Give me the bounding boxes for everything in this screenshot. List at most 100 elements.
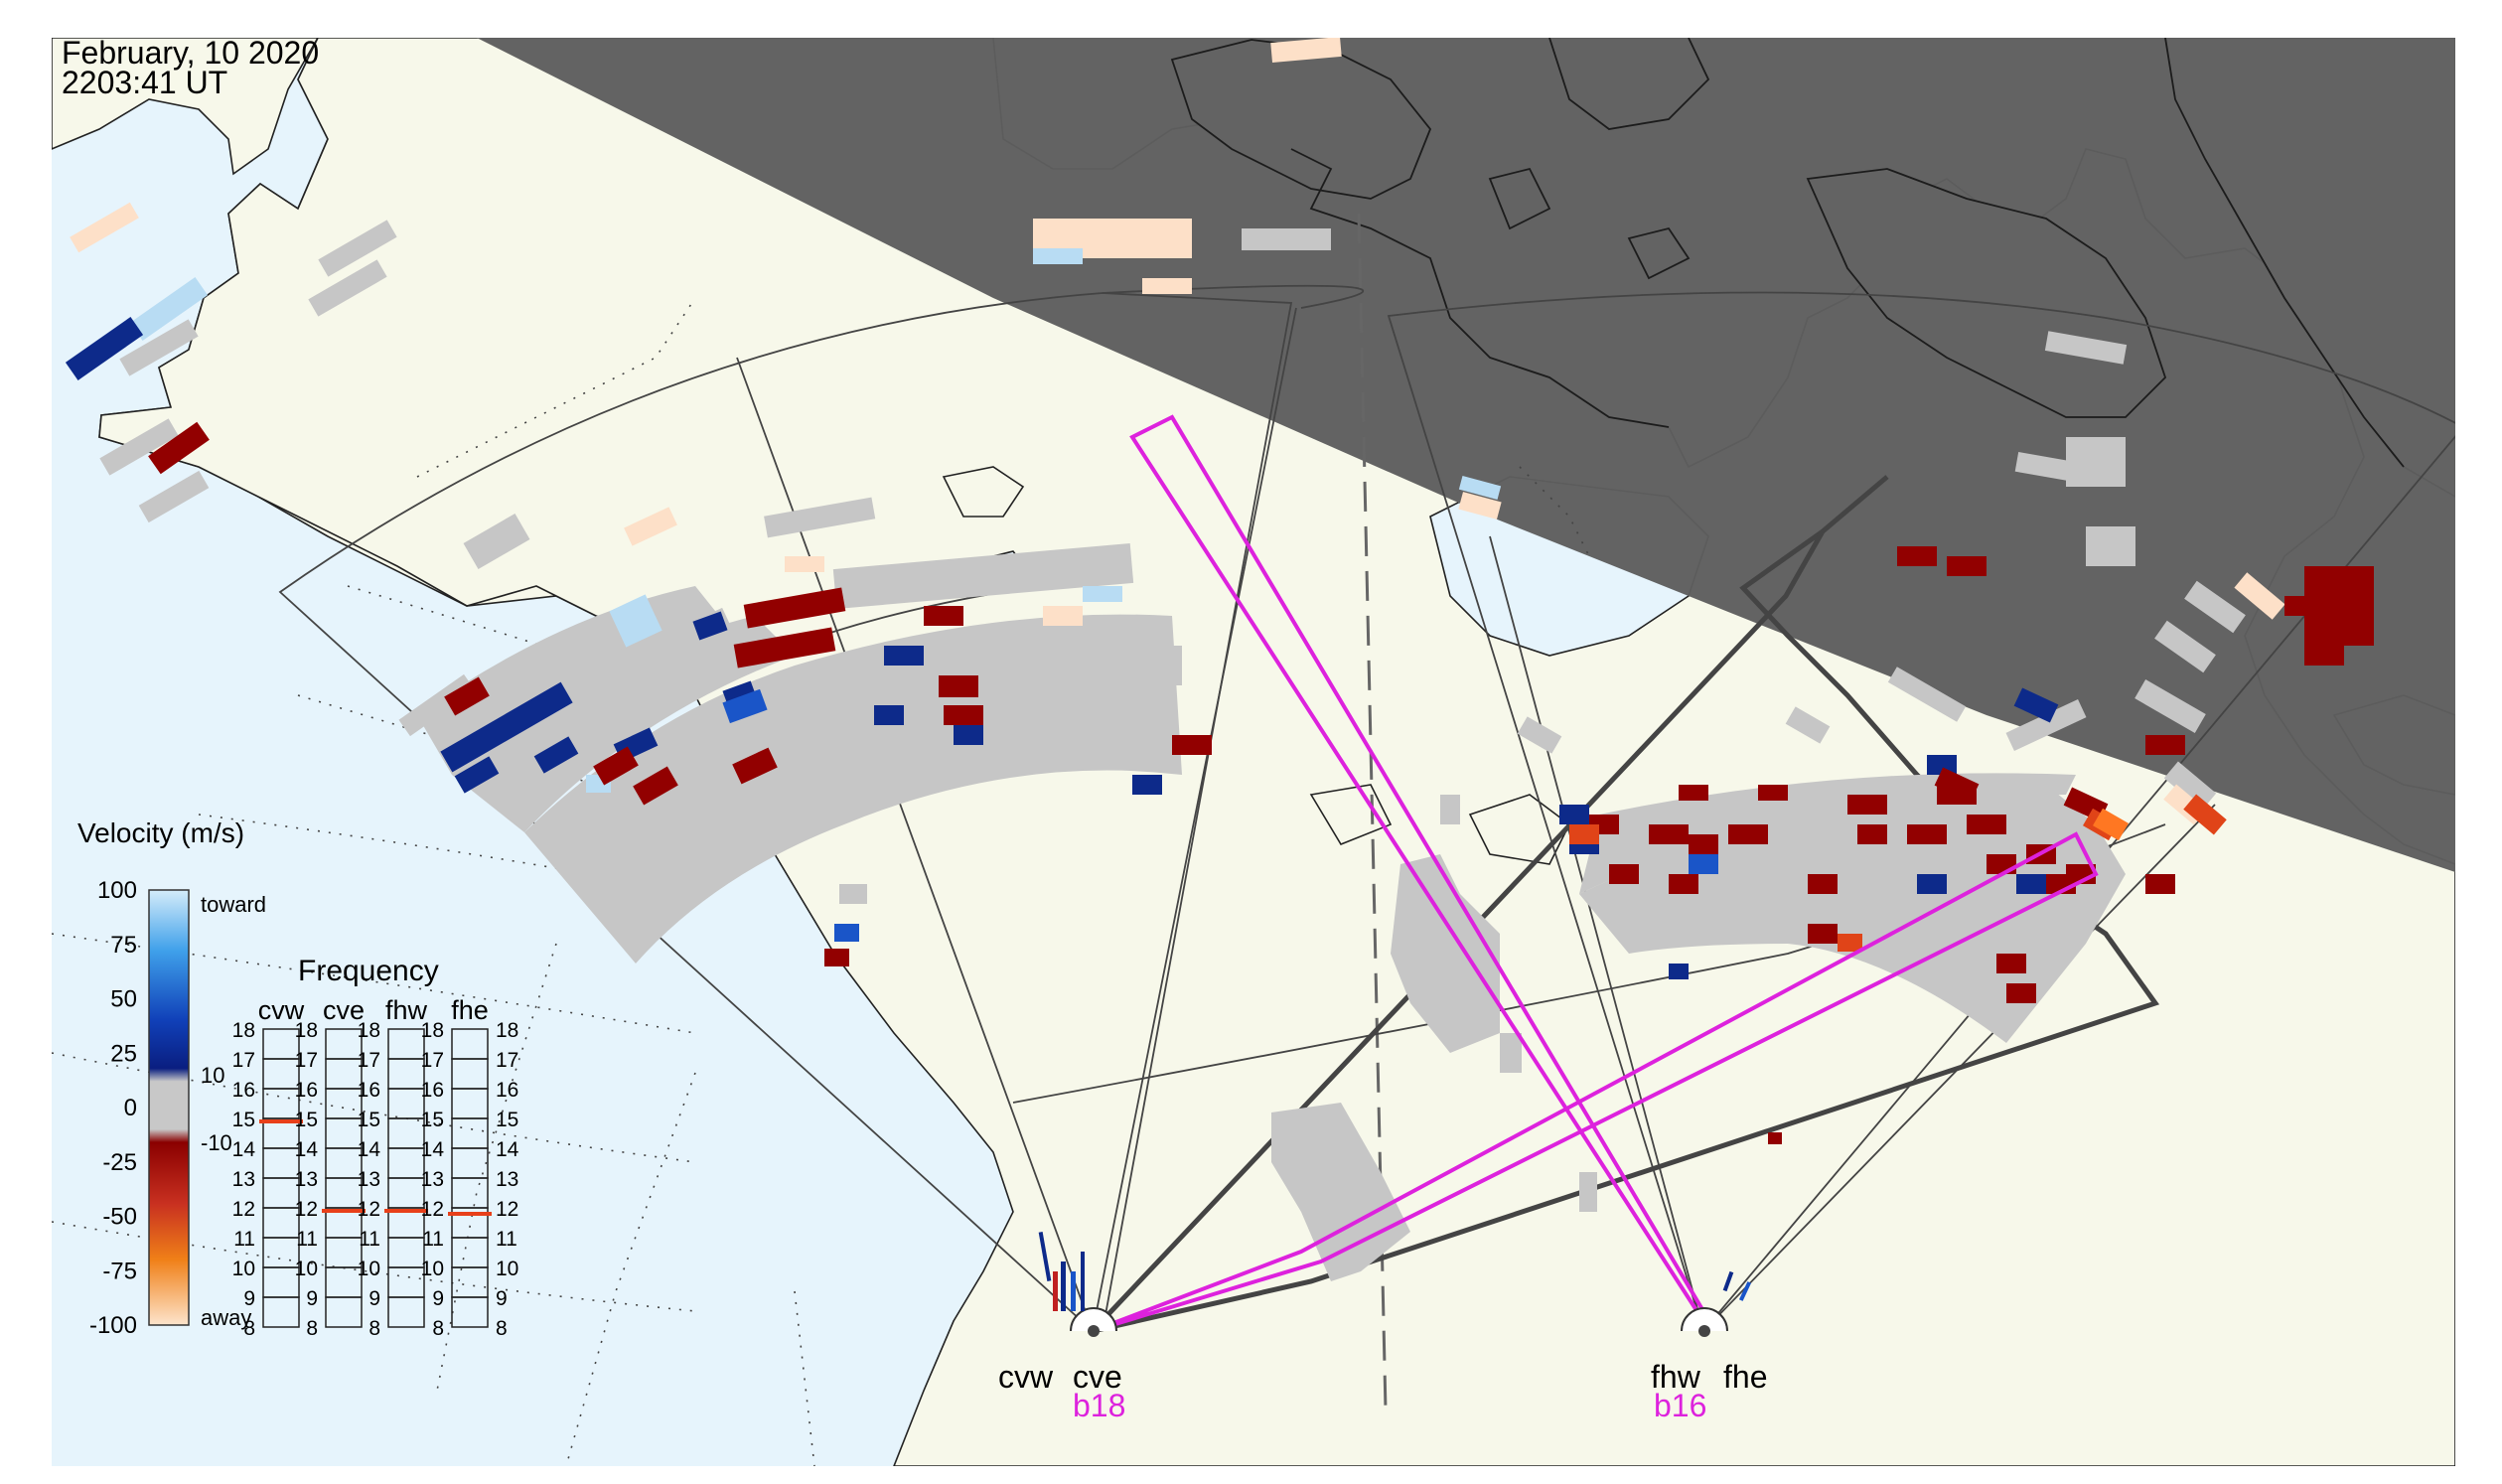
frequency-cell (387, 1296, 425, 1328)
frequency-scale-label: 18 (496, 1019, 518, 1042)
night-shading (477, 38, 2455, 872)
fov-cve-arc (1102, 284, 1365, 309)
frequency-scale-label: 15 (232, 1109, 255, 1131)
frequency-scale-label: 17 (421, 1049, 444, 1072)
frequency-scale-label: 17 (358, 1049, 380, 1072)
landmass-small-island-1 (942, 466, 1025, 518)
velocity-tick-label: -75 (102, 1258, 137, 1284)
frequency-scale-label: 17 (232, 1049, 255, 1072)
frequency-scale-label: 17 (496, 1049, 518, 1072)
frequency-scale-label: 11 (359, 1228, 380, 1251)
frequency-scale-label: 13 (358, 1168, 380, 1191)
landmass-small-island-2 (1468, 794, 1571, 865)
frequency-scale-label: 18 (421, 1019, 444, 1042)
frequency-scale-label: 15 (295, 1109, 318, 1131)
frequency-scale-label: 9 (496, 1287, 508, 1310)
radar-site-fh (1681, 1270, 1752, 1337)
fov-cve-line (1091, 529, 1826, 1333)
legend-inner-tick-10: 10 (201, 1063, 224, 1088)
fov-cvw (278, 292, 1293, 1332)
frequency-scale-label: 13 (421, 1168, 444, 1191)
frequency-scale-label: 9 (243, 1287, 255, 1310)
frequency-scale-label: 11 (496, 1228, 517, 1251)
mlat-grid (52, 297, 1590, 1466)
frequency-scale-label: 13 (496, 1168, 518, 1191)
fov-fhe (1387, 291, 2455, 1332)
frequency-cell (325, 1296, 363, 1328)
velocity-tick-label: 0 (124, 1095, 137, 1121)
date-label: February, 10 2020 (62, 35, 320, 71)
frequency-scale-label: 14 (496, 1138, 519, 1161)
radar-site-marker-icon (1698, 1325, 1710, 1337)
frequency-column-fhe: fhe (451, 995, 489, 1025)
frequency-scale-label: 16 (295, 1079, 318, 1102)
frequency-scale-label: 8 (432, 1317, 444, 1340)
beam-label-b18: b18 (1073, 1388, 1125, 1423)
frequency-title: Frequency (298, 955, 439, 987)
radar-label-fhe: fhe (1723, 1359, 1767, 1395)
velocity-cells (65, 38, 2374, 1144)
frequency-scale-label: 11 (296, 1228, 318, 1251)
radar-label-fhw: fhw (1651, 1359, 1701, 1395)
velocity-tick-label: 25 (110, 1040, 137, 1067)
frequency-scale-label: 10 (295, 1258, 318, 1280)
frequency-scale-label: 16 (358, 1079, 380, 1102)
frequency-scale-label: 11 (422, 1228, 444, 1251)
frequency-scale-label: 15 (496, 1109, 518, 1131)
frequency-scale-label: 18 (232, 1019, 255, 1042)
landmass-siberia (52, 38, 319, 176)
frequency-scale-label: 14 (295, 1138, 319, 1161)
frequency-scale-label: 8 (368, 1317, 380, 1340)
frequency-panel: Frequency cvw18171615141312111098cve1817… (232, 955, 519, 1340)
frequency-scale-label: 10 (232, 1258, 255, 1280)
frequency-scale-label: 13 (295, 1168, 318, 1191)
frequency-scale-label: 13 (232, 1168, 255, 1191)
legend-inner-tick-minus10: -10 (201, 1130, 232, 1155)
frequency-scale-label: 14 (421, 1138, 445, 1161)
beam-b18 (1092, 831, 2099, 1333)
frequency-column-cve: cve (323, 995, 365, 1025)
frequency-scale-label: 14 (232, 1138, 256, 1161)
beam-label-b16: b16 (1654, 1388, 1706, 1423)
frequency-scale-label: 16 (232, 1079, 255, 1102)
frequency-scale-label: 9 (306, 1287, 318, 1310)
radar-site-marker-icon (1088, 1325, 1100, 1337)
velocity-tick-label: -25 (102, 1149, 137, 1176)
frequency-scale-label: 14 (358, 1138, 381, 1161)
frequency-scale-label: 18 (295, 1019, 318, 1042)
frequency-scale-label: 12 (232, 1198, 255, 1221)
velocity-tick-label: -50 (102, 1204, 137, 1231)
legend-toward-label: toward (201, 892, 266, 917)
radar-site-cv (1038, 1232, 1117, 1337)
frequency-scale-label: 8 (496, 1317, 508, 1340)
velocity-tick-label: 75 (110, 932, 137, 959)
radar-labels: cvw cve b18 fhw fhe b16 (998, 1359, 1767, 1423)
velocity-legend-title: Velocity (m/s) (77, 817, 244, 848)
frequency-scale-label: 9 (432, 1287, 444, 1310)
frequency-scale-label: 18 (358, 1019, 380, 1042)
frequency-scale-label: 12 (295, 1198, 318, 1221)
frequency-scale-label: 17 (295, 1049, 318, 1072)
velocity-colorbar (148, 889, 190, 1326)
frequency-scale-label: 10 (496, 1258, 518, 1280)
frequency-scale-label: 8 (306, 1317, 318, 1340)
frequency-scale-label: 12 (421, 1198, 444, 1221)
frequency-cell (451, 1296, 489, 1328)
velocity-tick-label: -100 (89, 1312, 137, 1339)
velocity-legend: Velocity (m/s) 100 75 50 25 0 -25 -50 -75 -100 t… (77, 817, 266, 1339)
frequency-column-fhw: fhw (385, 995, 428, 1025)
frequency-column-cvw: cvw (258, 995, 305, 1025)
frequency-scale-label: 11 (233, 1228, 255, 1251)
frequency-scale-label: 9 (368, 1287, 380, 1310)
night-coastlines (1170, 38, 2405, 468)
frequency-scale-label: 10 (358, 1258, 380, 1280)
frequency-scale-label: 16 (421, 1079, 444, 1102)
frequency-scale-label: 8 (243, 1317, 255, 1340)
radar-label-cve: cve (1073, 1359, 1122, 1395)
velocity-tick-label: 50 (110, 986, 137, 1013)
frequency-scale-label: 12 (358, 1198, 380, 1221)
velocity-tick-label: 100 (97, 877, 137, 904)
frequency-scale-label: 12 (496, 1198, 518, 1221)
frequency-scale-label: 15 (358, 1109, 380, 1131)
